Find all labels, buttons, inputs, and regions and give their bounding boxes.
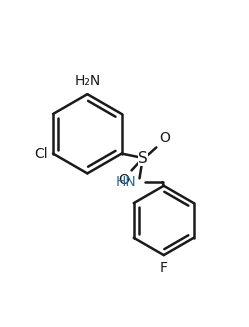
Text: S: S (138, 151, 148, 166)
Text: F: F (160, 261, 168, 275)
Text: H₂N: H₂N (74, 74, 101, 88)
Text: HN: HN (116, 175, 136, 189)
Text: Cl: Cl (34, 146, 48, 161)
Text: O: O (159, 131, 170, 145)
Text: O: O (118, 173, 129, 187)
